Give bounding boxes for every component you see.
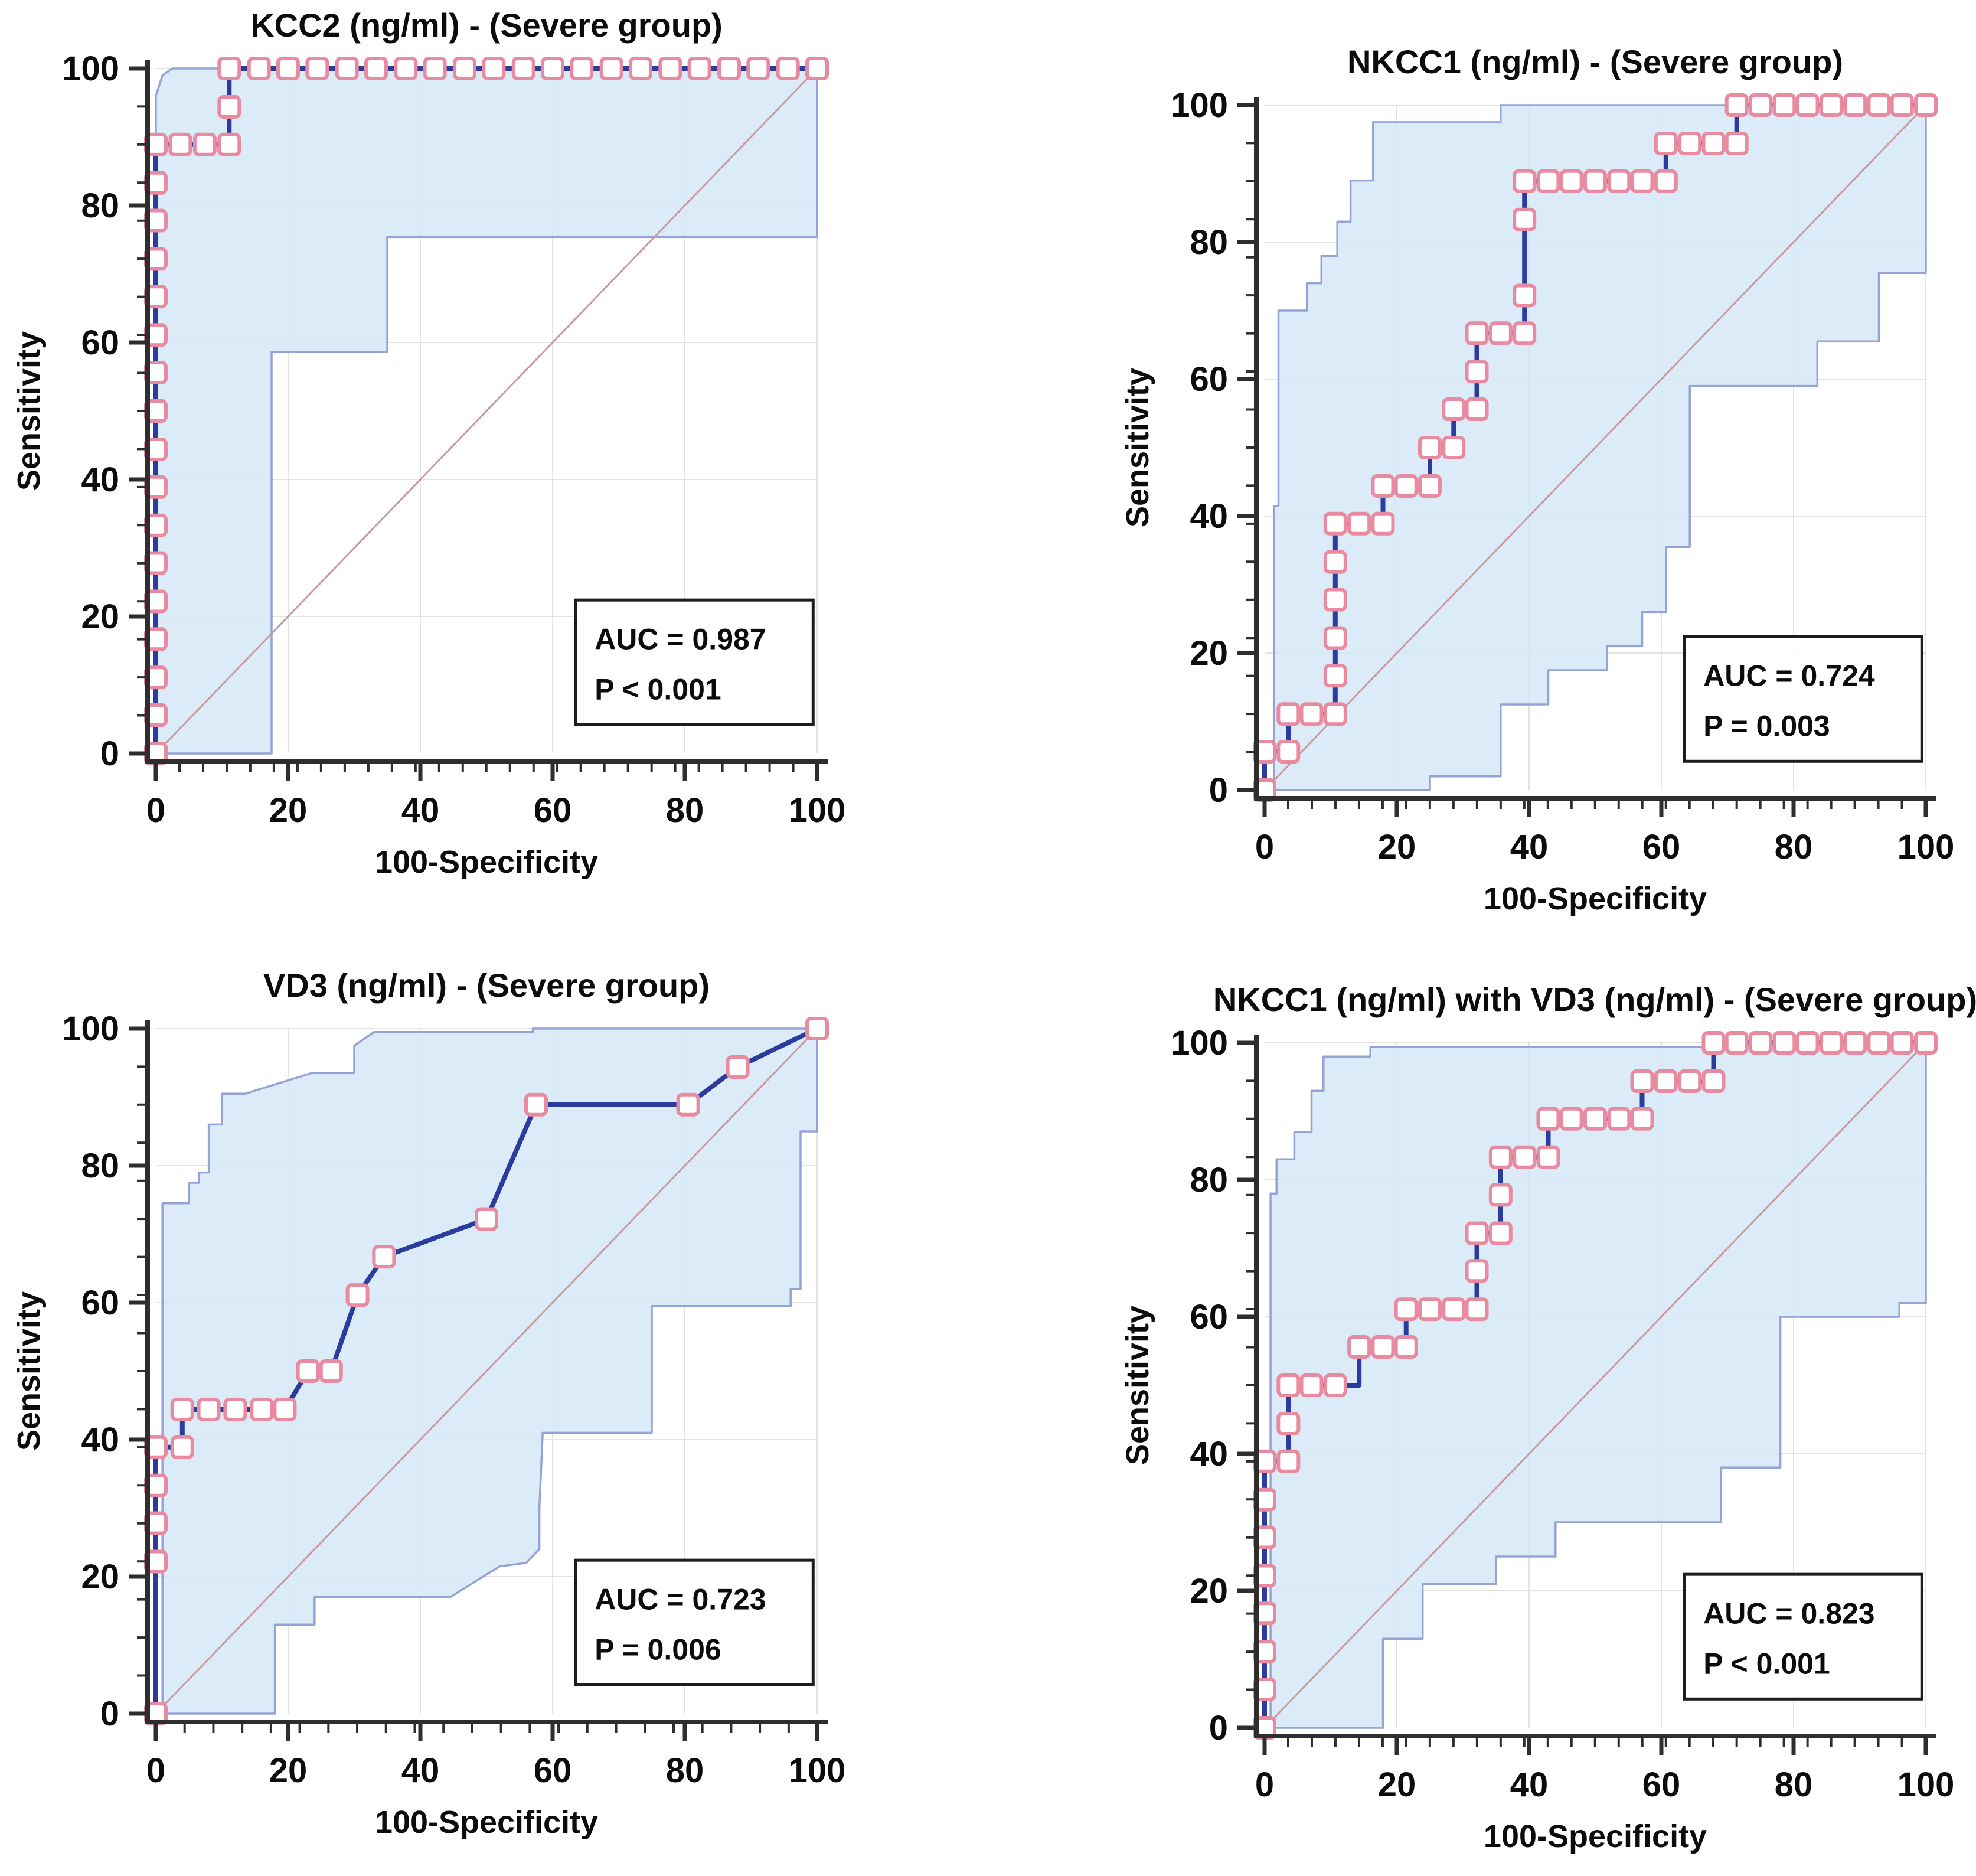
x-tick-label: 20 xyxy=(1378,828,1416,866)
x-tick-label: 0 xyxy=(146,791,165,830)
panel-title: KCC2 (ng/ml) - (Severe group) xyxy=(250,6,723,44)
roc-panel-nkcc1-with-vd3: 0 20 40 60 80 100 0 20 40 60 80 100 NKCC1 (ng/ml) wi… xyxy=(1116,977,1976,1874)
x-tick-label: 0 xyxy=(1255,828,1274,866)
reference-diagonal xyxy=(155,1027,818,1715)
y-axis-label: Sensitivity xyxy=(1120,1306,1155,1465)
panel-title: NKCC1 (ng/ml) - (Severe group) xyxy=(1347,43,1843,80)
x-tick-label: 20 xyxy=(1378,1766,1416,1804)
x-tick-label: 100 xyxy=(789,791,846,830)
x-tick-label: 40 xyxy=(401,1751,440,1790)
x-axis-label: 100-Specificity xyxy=(375,844,598,880)
roc-panel-vd3: 0 20 40 60 80 100 0 20 40 60 80 100 VD3 (ng/ml) - (S… xyxy=(7,963,946,1860)
y-tick-label: 100 xyxy=(1171,86,1228,125)
roc-markers xyxy=(144,57,829,765)
y-tick-label: 100 xyxy=(62,50,119,88)
y-tick-label: 40 xyxy=(81,1421,119,1459)
roc-markers xyxy=(1253,1031,1938,1740)
auc-value-label: AUC = 0.724 xyxy=(1703,660,1875,693)
axes: 0 20 40 60 80 100 0 20 40 60 80 100 xyxy=(62,50,845,830)
roc-chart-vd3: 0 20 40 60 80 100 0 20 40 60 80 100 VD3 (ng/ml) - (S… xyxy=(11,967,845,1840)
x-tick-label: 100 xyxy=(1897,1766,1955,1804)
y-tick-label: 40 xyxy=(1190,497,1228,536)
x-tick-label: 40 xyxy=(1510,1766,1549,1804)
roc-chart-combo: 0 20 40 60 80 100 0 20 40 60 80 100 NKCC1 (ng/ml) wi… xyxy=(1120,981,1976,1854)
reference-diagonal xyxy=(1263,104,1927,791)
x-tick-label: 60 xyxy=(534,1751,572,1790)
auc-box: AUC = 0.823 P < 0.001 xyxy=(1683,1572,1923,1701)
auc-box: AUC = 0.987 P < 0.001 xyxy=(574,598,815,726)
x-tick-label: 100 xyxy=(1897,828,1955,866)
x-tick-label: 80 xyxy=(1775,1766,1813,1804)
y-tick-label: 0 xyxy=(100,735,119,773)
y-tick-label: 80 xyxy=(1190,1161,1228,1199)
roc-panel-kcc2: 0 20 40 60 80 100 0 20 40 60 80 100 KCC2 (ng/ml) - (… xyxy=(7,2,946,900)
y-tick-label: 0 xyxy=(1209,1709,1228,1747)
x-tick-label: 60 xyxy=(1642,828,1681,866)
x-tick-label: 80 xyxy=(666,1751,704,1790)
y-tick-label: 60 xyxy=(1190,360,1228,399)
panel-title: NKCC1 (ng/ml) with VD3 (ng/ml) - (Severe… xyxy=(1213,981,1976,1018)
x-axis-label: 100-Specificity xyxy=(1484,1819,1707,1854)
y-tick-label: 20 xyxy=(1190,634,1228,673)
y-tick-label: 60 xyxy=(81,324,119,362)
roc-chart-nkcc1: 0 20 40 60 80 100 0 20 40 60 80 100 NKCC1 (ng/ml) - … xyxy=(1120,43,1954,916)
reference-diagonal xyxy=(1263,1042,1927,1729)
x-tick-label: 80 xyxy=(666,791,704,830)
axes: 0 20 40 60 80 100 0 20 40 60 80 100 xyxy=(1171,1024,1954,1804)
roc-panel-nkcc1: 0 20 40 60 80 100 0 20 40 60 80 100 NKCC1 (ng/ml) - … xyxy=(1116,39,1976,937)
y-axis-label: Sensitivity xyxy=(1120,368,1155,527)
x-tick-label: 60 xyxy=(534,791,572,830)
y-tick-label: 0 xyxy=(1209,771,1228,810)
auc-value-label: AUC = 0.723 xyxy=(595,1583,766,1616)
p-value-label: P = 0.006 xyxy=(595,1633,721,1666)
axes: 0 20 40 60 80 100 0 20 40 60 80 100 xyxy=(1171,86,1954,866)
x-axis-label: 100-Specificity xyxy=(1484,881,1707,916)
y-tick-label: 80 xyxy=(81,187,119,225)
x-tick-label: 40 xyxy=(1510,828,1549,866)
x-axis-label: 100-Specificity xyxy=(375,1805,598,1840)
axes: 0 20 40 60 80 100 0 20 40 60 80 100 xyxy=(62,1010,845,1790)
y-tick-label: 100 xyxy=(1171,1024,1228,1062)
y-axis-label: Sensitivity xyxy=(11,331,47,491)
auc-box: AUC = 0.723 P = 0.006 xyxy=(574,1558,815,1686)
panel-title: VD3 (ng/ml) - (Severe group) xyxy=(263,967,710,1004)
y-tick-label: 20 xyxy=(1190,1572,1228,1610)
y-tick-label: 0 xyxy=(100,1695,119,1733)
auc-value-label: AUC = 0.987 xyxy=(595,623,766,656)
p-value-label: P < 0.001 xyxy=(1703,1647,1830,1680)
x-tick-label: 80 xyxy=(1775,828,1813,866)
reference-diagonal xyxy=(155,67,818,755)
roc-chart-kcc2: 0 20 40 60 80 100 0 20 40 60 80 100 KCC2 (ng/ml) - (… xyxy=(11,6,845,880)
y-tick-label: 40 xyxy=(81,461,119,499)
auc-value-label: AUC = 0.823 xyxy=(1703,1597,1874,1630)
p-value-label: P = 0.003 xyxy=(1703,709,1830,742)
p-value-label: P < 0.001 xyxy=(595,673,721,706)
y-tick-label: 20 xyxy=(81,1558,119,1596)
y-tick-label: 60 xyxy=(81,1284,119,1322)
x-tick-label: 60 xyxy=(1642,1766,1681,1804)
y-tick-label: 80 xyxy=(81,1147,119,1185)
y-tick-label: 80 xyxy=(1190,223,1228,262)
x-tick-label: 0 xyxy=(146,1751,165,1790)
y-tick-label: 60 xyxy=(1190,1298,1228,1336)
y-tick-label: 20 xyxy=(81,598,119,636)
y-tick-label: 40 xyxy=(1190,1435,1228,1473)
roc-markers xyxy=(1253,93,1938,802)
x-tick-label: 0 xyxy=(1255,1766,1274,1804)
x-tick-label: 100 xyxy=(789,1751,846,1790)
confidence-band xyxy=(155,67,818,755)
x-tick-label: 20 xyxy=(269,791,308,830)
y-axis-label: Sensitivity xyxy=(11,1291,47,1451)
x-tick-label: 20 xyxy=(269,1751,308,1790)
y-tick-label: 100 xyxy=(62,1010,119,1048)
x-tick-label: 40 xyxy=(401,791,440,830)
auc-box: AUC = 0.724 P = 0.003 xyxy=(1683,635,1923,763)
